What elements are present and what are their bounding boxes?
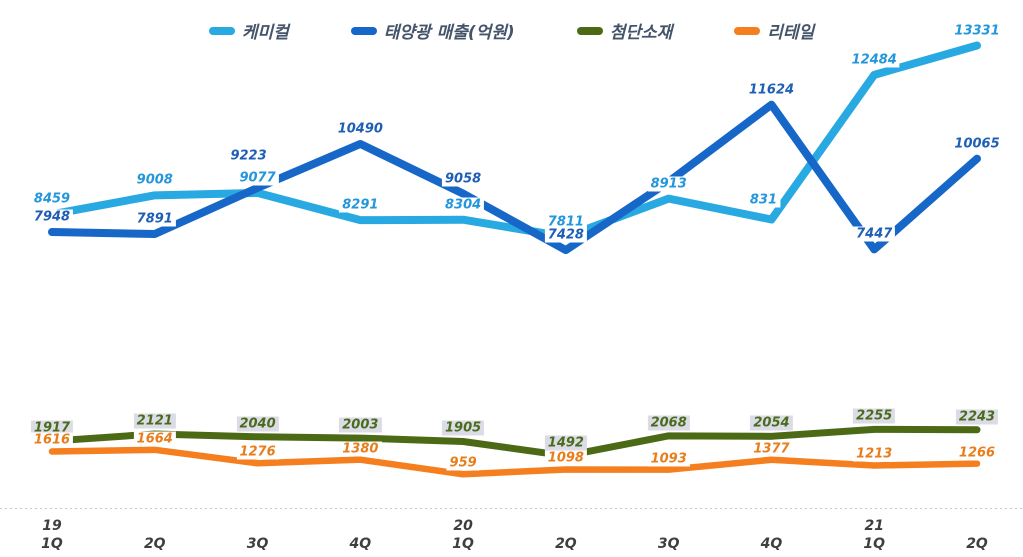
- legend-label-chemical: 케미컬: [241, 23, 289, 43]
- x-tick-quarter-7: 4Q: [760, 536, 783, 552]
- data-label-solar-revenue-9: 10065: [951, 136, 1003, 152]
- data-label-solar-revenue-4: 9058: [442, 171, 485, 187]
- data-label-solar-revenue-5: 7428: [544, 227, 587, 243]
- legend-marker-retail-icon: [734, 26, 761, 35]
- data-label-chemical-2: 9077: [236, 170, 279, 186]
- x-tick-quarter-1: 2Q: [143, 536, 166, 552]
- data-label-retail-6: 1093: [647, 451, 690, 467]
- data-label-advanced-materials-8: 2255: [853, 408, 896, 424]
- data-label-chemical-7: 831: [746, 192, 781, 207]
- data-label-solar-revenue-1: 7891: [133, 211, 176, 227]
- data-label-retail-5: 1098: [544, 450, 587, 466]
- data-label-chemical-9: 13331: [951, 23, 1003, 38]
- data-label-retail-7: 1377: [750, 441, 793, 457]
- data-label-chemical-0: 8459: [30, 191, 74, 207]
- data-label-chemical-3: 8291: [339, 197, 382, 213]
- legend-item-retail: 리테일: [734, 18, 814, 43]
- x-tick-quarter-3: 4Q: [349, 536, 372, 552]
- x-tick-quarter-5: 2Q: [555, 536, 577, 552]
- legend-item-chemical: 케미컬: [208, 18, 289, 43]
- data-label-retail-4: 959: [446, 455, 480, 471]
- x-tick-quarter-9: 2Q: [966, 536, 988, 552]
- data-label-advanced-materials-7: 2054: [750, 415, 793, 431]
- data-label-advanced-materials-5: 1492: [544, 435, 587, 451]
- data-label-retail-9: 1266: [955, 445, 999, 461]
- x-tick-year-21: 21: [864, 518, 884, 534]
- data-label-advanced-materials-0: 1917: [30, 420, 74, 436]
- data-label-retail-2: 1276: [236, 444, 279, 460]
- x-tick-quarter-8: 1Q: [863, 536, 886, 552]
- data-label-solar-revenue-0: 7948: [30, 209, 74, 225]
- series-line-advanced-materials: [48, 425, 981, 460]
- data-label-retail-3: 1380: [339, 441, 382, 457]
- data-label-retail-8: 1213: [853, 446, 896, 462]
- data-label-retail-0: 1616: [30, 432, 74, 448]
- x-tick-year-19: 19: [42, 518, 62, 534]
- series-line-chemical: [48, 41, 982, 241]
- data-label-chemical-4: 8304: [442, 197, 485, 213]
- data-label-advanced-materials-9: 2243: [955, 409, 999, 425]
- legend-label-solar-revenue: 태양광 매출(억원): [383, 23, 515, 43]
- data-label-solar-revenue-3: 10490: [334, 121, 386, 137]
- x-tick-quarter-4: 1Q: [452, 536, 474, 552]
- series-line-retail: [48, 446, 981, 478]
- legend: 케미컬 태양광 매출(억원) 첨단소재 리테일: [0, 18, 1023, 43]
- legend-item-advanced-materials: 첨단소재: [576, 18, 673, 43]
- legend-marker-advanced-materials-icon: [576, 26, 603, 35]
- legend-marker-solar-revenue-icon: [350, 26, 377, 35]
- legend-marker-chemical-icon: [208, 26, 235, 35]
- data-label-advanced-materials-1: 2121: [133, 413, 176, 429]
- data-label-advanced-materials-3: 2003: [339, 417, 382, 433]
- legend-label-advanced-materials: 첨단소재: [609, 23, 673, 43]
- x-tick-quarter-0: 1Q: [41, 536, 63, 552]
- data-label-chemical-5: 7811: [544, 214, 587, 230]
- legend-item-solar-revenue: 태양광 매출(억원): [350, 18, 515, 43]
- data-label-advanced-materials-2: 2040: [236, 416, 279, 432]
- data-label-retail-1: 1664: [133, 431, 176, 447]
- data-label-chemical-1: 9008: [133, 172, 176, 188]
- data-label-advanced-materials-4: 1905: [442, 420, 485, 436]
- x-tick-quarter-6: 3Q: [657, 536, 680, 552]
- data-label-chemical-8: 12484: [848, 52, 900, 68]
- data-label-chemical-6: 8913: [647, 176, 690, 192]
- series-line-solar-revenue: [48, 100, 982, 255]
- data-label-solar-revenue-8: 7447: [853, 226, 896, 242]
- data-label-advanced-materials-6: 2068: [647, 415, 690, 431]
- x-tick-year-20: 20: [453, 518, 473, 534]
- legend-label-retail: 리테일: [767, 23, 815, 43]
- data-label-solar-revenue-7: 11624: [745, 82, 798, 98]
- data-label-solar-revenue-2: 9223: [227, 148, 270, 164]
- x-tick-quarter-2: 3Q: [246, 536, 269, 552]
